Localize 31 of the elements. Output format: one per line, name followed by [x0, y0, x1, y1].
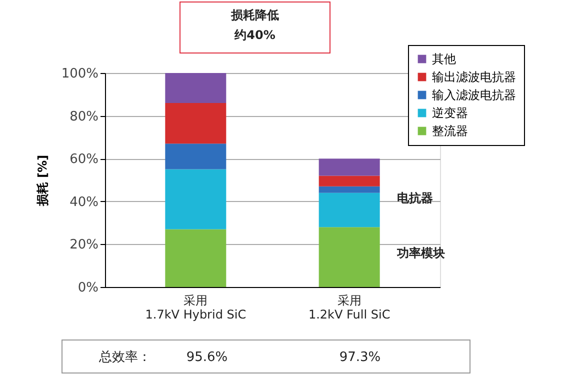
y-tick-label: 80%: [70, 109, 98, 124]
x-tick-label: 采用 1.7kV Hybrid SiC: [145, 294, 246, 322]
legend-label: 整流器: [432, 124, 468, 138]
bar: [165, 102, 226, 144]
y-tick-label: 100%: [61, 66, 98, 82]
text: 97.3%: [339, 350, 381, 365]
bar: [318, 186, 380, 193]
bar: [165, 229, 226, 287]
y-axis-title: 损耗 [%]: [35, 154, 50, 208]
legend-label: 逆变器: [432, 106, 468, 120]
bar: [165, 144, 226, 170]
bar: [318, 192, 380, 228]
legend-label: 输出滤波电抗器: [432, 70, 516, 84]
text: 约40%: [234, 28, 276, 42]
legend-label: 其他: [432, 52, 456, 66]
legend-label: 输入滤波电抗器: [432, 88, 516, 102]
y-tick-label: 20%: [70, 238, 98, 253]
y-tick-label: 0%: [78, 280, 98, 296]
text: 损耗降低: [230, 8, 279, 22]
annotation: 电抗器: [397, 191, 433, 205]
bar: [318, 227, 380, 287]
bar: [165, 73, 226, 103]
y-tick-label: 60%: [70, 152, 98, 168]
text: 总效率：: [98, 349, 151, 365]
bar: [318, 158, 380, 176]
text: 95.6%: [186, 350, 228, 365]
y-tick-label: 40%: [70, 194, 98, 210]
bar: [318, 176, 380, 186]
x-tick-label: 采用 1.2kV Full SiC: [308, 294, 390, 322]
annotation: 功率模块: [396, 246, 445, 260]
bar: [165, 169, 226, 230]
